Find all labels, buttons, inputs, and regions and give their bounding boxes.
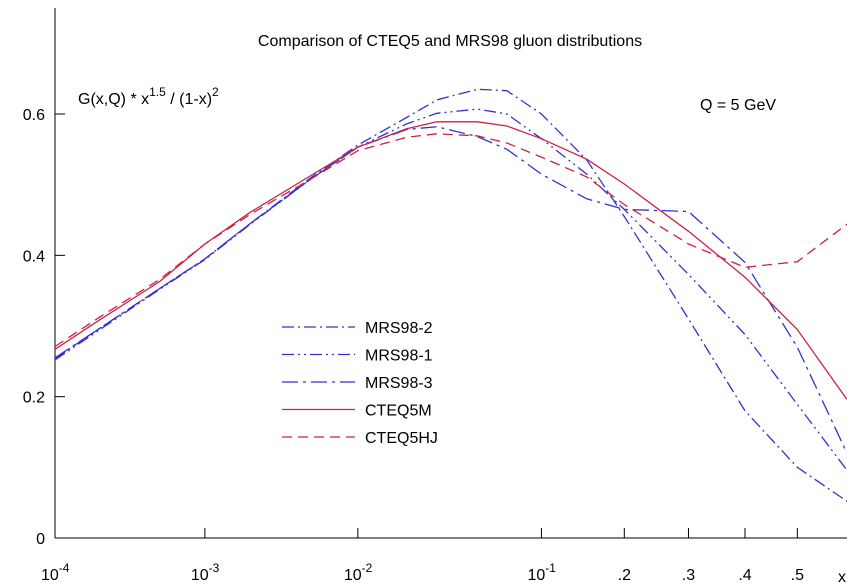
x-tick-exp: -3 (209, 561, 220, 575)
y-label-part: G(x,Q) * x (78, 91, 149, 108)
y-tick-label: 0.2 (23, 390, 45, 407)
x-tick-base: 10 (527, 567, 545, 584)
chart-title: Comparison of CTEQ5 and MRS98 gluon dist… (258, 33, 642, 50)
x-tick-label: 10-3 (191, 561, 220, 584)
y-label-part: / (1-x) (166, 91, 212, 108)
x-tick-label: 10-1 (527, 561, 556, 584)
x-tick-label: 10-2 (344, 561, 373, 584)
series-line (54, 133, 847, 348)
x-tick-label: .5 (791, 567, 804, 584)
y-tick-label: 0.6 (23, 107, 45, 124)
series-line (54, 126, 847, 454)
x-tick-base: 10 (191, 567, 209, 584)
x-axis-label: x (838, 569, 846, 586)
legend-label: MRS98-2 (365, 320, 433, 337)
y-label-sup: 2 (212, 85, 219, 99)
x-tick-label: .4 (738, 567, 751, 584)
legend-label: MRS98-1 (365, 348, 433, 365)
x-tick-label: .3 (682, 567, 695, 584)
series-line (54, 88, 847, 502)
x-tick-base: 10 (41, 567, 59, 584)
x-tick-exp: -2 (362, 561, 373, 575)
x-tick-exp: -1 (545, 561, 556, 575)
x-tick-label: 10-4 (41, 561, 70, 584)
y-axis-label: G(x,Q) * x1.5 / (1-x)2 (78, 85, 219, 108)
legend-label: MRS98-3 (365, 375, 433, 392)
series-line (54, 108, 847, 471)
y-tick-label: 0 (36, 531, 45, 548)
x-tick-label: .2 (618, 567, 631, 584)
annotation: Q = 5 GeV (700, 97, 776, 114)
legend-label: CTEQ5HJ (365, 430, 438, 447)
series-line (54, 121, 847, 400)
legend-label: CTEQ5M (365, 403, 432, 420)
y-label-sup: 1.5 (149, 85, 166, 99)
x-tick-exp: -4 (59, 561, 70, 575)
y-tick-label: 0.4 (23, 248, 45, 265)
x-tick-base: 10 (344, 567, 362, 584)
